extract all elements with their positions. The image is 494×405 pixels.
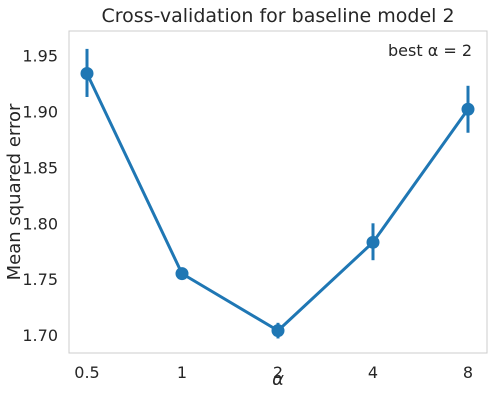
- chart-title: Cross-validation for baseline model 2: [101, 5, 454, 27]
- y-tick-label: 1.90: [22, 103, 58, 122]
- y-tick-label: 1.80: [22, 214, 58, 233]
- x-axis-ticks: 0.5 1 2 4 8: [74, 363, 473, 382]
- data-point: [80, 66, 94, 80]
- data-point: [175, 267, 189, 281]
- data-point: [461, 102, 475, 116]
- plot-frame: [68, 30, 488, 354]
- y-axis-label: Mean squared error: [4, 103, 25, 280]
- y-tick-label: 1.85: [22, 158, 58, 177]
- best-alpha-annotation: best α = 2: [388, 41, 472, 60]
- x-tick-label: 2: [273, 363, 283, 382]
- y-tick-label: 1.75: [22, 270, 58, 289]
- x-tick-label: 0.5: [74, 363, 99, 382]
- y-axis-ticks: 1.70 1.75 1.80 1.85 1.90 1.95: [22, 47, 58, 346]
- x-axis-label: α: [272, 369, 284, 390]
- y-tick-label: 1.95: [22, 47, 58, 66]
- y-tick-label: 1.70: [22, 326, 58, 345]
- data-point: [271, 324, 285, 338]
- x-tick-label: 4: [368, 363, 378, 382]
- data-points-group: [80, 66, 475, 338]
- data-point: [366, 235, 380, 249]
- x-tick-label: 1: [177, 363, 187, 382]
- x-tick-label: 8: [463, 363, 473, 382]
